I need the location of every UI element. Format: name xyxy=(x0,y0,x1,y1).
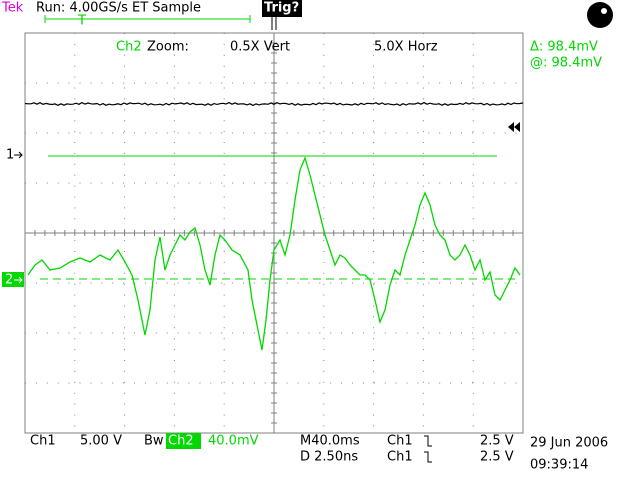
ch1-scale: 5.00 V xyxy=(80,434,122,449)
ch2-scale: 40.0mV xyxy=(208,434,259,449)
bandwidth: Bw xyxy=(144,434,164,449)
ch2-trace xyxy=(27,156,521,351)
ch2-marker-box xyxy=(2,272,24,287)
trigger-source: Ch1 xyxy=(387,434,413,449)
delay: D 2.50ns xyxy=(300,450,358,465)
zoom-channel: Ch2 xyxy=(116,40,142,55)
date: 29 Jun 2006 xyxy=(530,436,608,451)
zoom-label: Zoom: xyxy=(147,40,189,55)
ch1-label: Ch1 xyxy=(30,434,56,449)
ch2-label-box xyxy=(166,433,201,449)
trigger-box xyxy=(262,0,302,17)
time: 09:39:14 xyxy=(530,458,588,473)
slope-icon xyxy=(424,451,432,463)
zoom-horizontal: 5.0X Horz xyxy=(374,40,438,55)
ch1-marker: 1 xyxy=(6,148,14,163)
trigger-level: 2.5 V xyxy=(480,450,514,465)
trigger-level-marker xyxy=(508,122,520,132)
ch1-arrow xyxy=(14,151,23,159)
ch2-label: Ch2 xyxy=(168,434,194,449)
ch2-arrow xyxy=(14,276,23,284)
ch1-trace xyxy=(24,101,524,107)
ch2-marker: 2 xyxy=(5,273,13,288)
slope-icon xyxy=(424,435,432,447)
cursor-at: @: 98.4mV xyxy=(530,56,602,71)
graticule xyxy=(24,32,524,434)
trigger-marker: T xyxy=(77,14,86,29)
status: Run: 4.00GS/s ET Sample xyxy=(36,1,201,16)
trigger-level: 2.5 V xyxy=(480,434,514,449)
trigger-status: Trig? xyxy=(264,1,299,16)
main-timebase: M40.0ms xyxy=(300,434,360,449)
trigger-source: Ch1 xyxy=(387,450,413,465)
zoom-vertical: 0.5X Vert xyxy=(230,40,290,55)
cursor-delta: Δ: 98.4mV xyxy=(530,40,598,55)
brand: Tek xyxy=(1,1,24,16)
acquisition-indicator xyxy=(587,2,613,28)
acquisition-indicator-shine xyxy=(601,8,607,14)
